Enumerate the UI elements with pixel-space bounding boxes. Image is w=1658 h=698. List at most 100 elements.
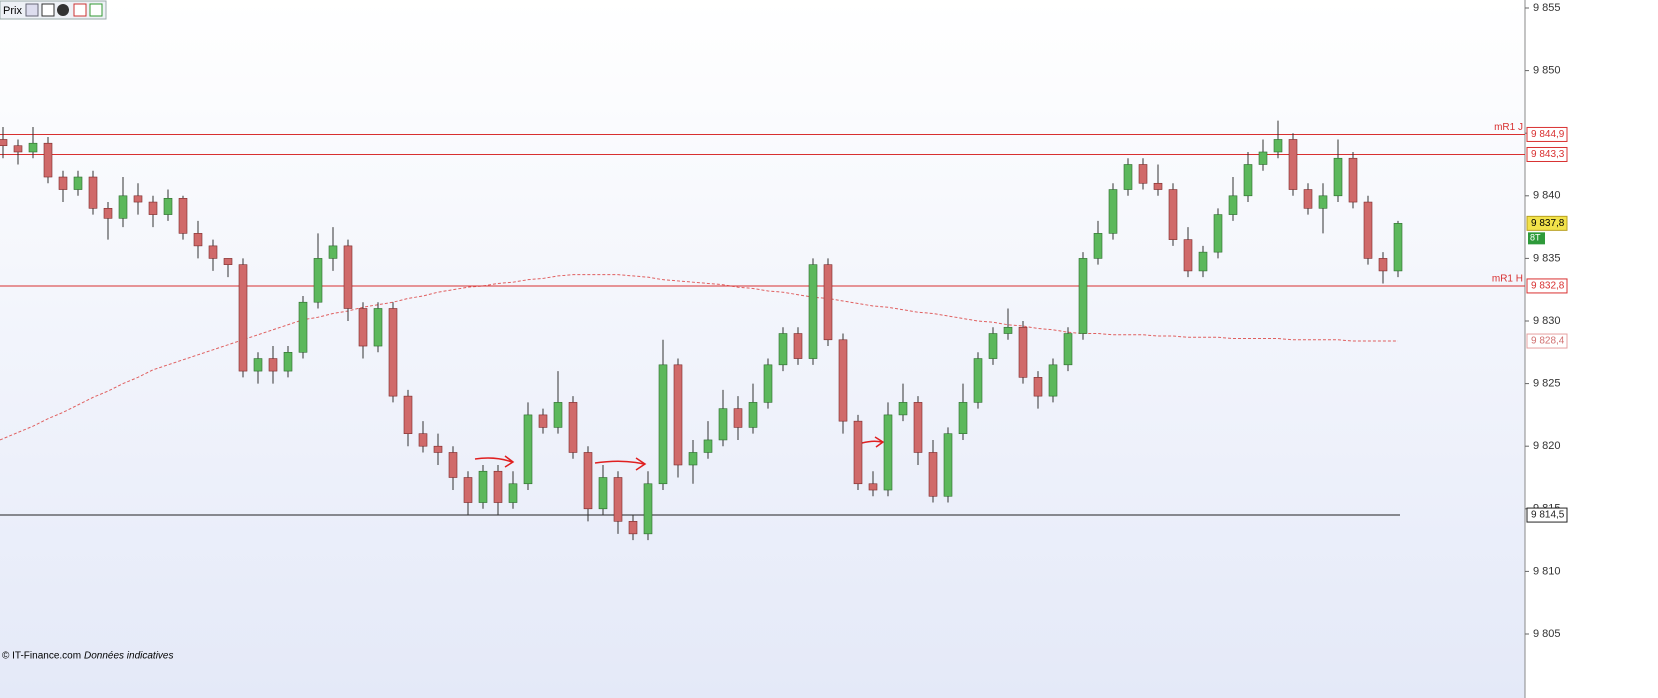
candle-down — [403, 395, 413, 434]
y-tick-label: 9 855 — [1533, 2, 1561, 14]
candle-down — [223, 258, 233, 265]
candle-down — [793, 333, 803, 359]
y-tick-label: 9 820 — [1533, 440, 1561, 452]
candle-up — [988, 333, 998, 359]
candle-up — [1393, 223, 1403, 272]
candle-up — [163, 198, 173, 215]
price-tag-label: 9 814,5 — [1531, 510, 1565, 521]
y-tick-label: 9 805 — [1533, 628, 1561, 640]
candle-up — [1243, 164, 1253, 197]
candle-up — [943, 433, 953, 497]
candle-up — [1213, 214, 1223, 253]
timeframe-tag — [1528, 232, 1545, 245]
candle-down — [913, 402, 923, 453]
candle-down — [0, 139, 8, 147]
candle-down — [928, 452, 938, 497]
price-tag — [1526, 333, 1568, 349]
candle-up — [883, 414, 893, 491]
arrow — [474, 455, 515, 468]
toolbar-title: Prix — [3, 5, 22, 17]
candle-up — [373, 308, 383, 347]
candle-up — [313, 258, 323, 303]
candle-up — [598, 477, 608, 510]
candle-down — [868, 483, 878, 491]
candle-up — [898, 402, 908, 416]
last-price-tag — [1526, 215, 1568, 231]
candle-up — [1333, 157, 1343, 197]
footer-note: Données indicatives — [84, 651, 174, 662]
candle-down — [43, 142, 53, 178]
candle-down — [208, 245, 218, 259]
candle-down — [133, 195, 143, 203]
candle-down — [148, 201, 158, 215]
level-name: mR1 J — [1494, 122, 1523, 133]
candle-down — [418, 433, 428, 447]
candle-up — [1273, 139, 1283, 153]
candle-down — [823, 264, 833, 341]
candle-down — [1378, 258, 1388, 272]
candle-down — [238, 264, 248, 372]
candle-down — [1153, 182, 1163, 190]
candle-down — [583, 452, 593, 510]
candle-down — [853, 420, 863, 485]
y-tick-label: 9 810 — [1533, 565, 1561, 577]
candle-down — [463, 477, 473, 503]
candle-up — [1063, 333, 1073, 366]
candle-up — [28, 142, 38, 153]
candle-up — [253, 358, 263, 372]
candle-down — [493, 470, 503, 503]
candle-down — [1183, 239, 1193, 272]
candle-up — [1198, 251, 1208, 272]
annotations — [474, 436, 885, 471]
candle-down — [1363, 201, 1373, 259]
candle-down — [568, 402, 578, 453]
footer-source: © IT-Finance.com — [2, 651, 81, 662]
candle-up — [523, 414, 533, 485]
candle-up — [643, 483, 653, 535]
icon[interactable] — [25, 3, 39, 17]
candle-down — [88, 176, 98, 209]
candle-up — [553, 402, 563, 428]
candle-down — [103, 208, 113, 219]
candle-up — [703, 439, 713, 453]
level-name: mR1 H — [1492, 274, 1523, 285]
candle-up — [328, 245, 338, 259]
icon[interactable] — [73, 3, 87, 17]
icon[interactable] — [89, 3, 103, 17]
candle-down — [358, 308, 368, 347]
candle-up — [1123, 164, 1133, 190]
candle-down — [1138, 164, 1148, 184]
candle-down — [388, 308, 398, 397]
axis-background — [1525, 0, 1658, 698]
price-tag — [1526, 126, 1568, 142]
candle-up — [748, 402, 758, 428]
candle-down — [448, 452, 458, 478]
y-tick-label: 9 840 — [1533, 190, 1561, 202]
candle-down — [433, 445, 443, 453]
price-tag-label: 9 832,8 — [1531, 281, 1565, 292]
candle-up — [298, 301, 308, 353]
candle-up — [778, 333, 788, 366]
y-tick-label: 9 825 — [1533, 378, 1561, 390]
candle-down — [1168, 189, 1178, 240]
plot-background — [0, 0, 1525, 698]
y-tick-label: 9 830 — [1533, 315, 1561, 327]
candle-up — [1093, 233, 1103, 259]
candle-up — [688, 452, 698, 466]
candle-up — [718, 408, 728, 441]
icon[interactable] — [41, 3, 55, 17]
y-tick-label: 9 850 — [1533, 65, 1561, 77]
candle-down — [838, 339, 848, 422]
candle-up — [1003, 326, 1013, 334]
price-tag-label: 9 843,3 — [1531, 149, 1565, 160]
candle-up — [763, 364, 773, 403]
candle-up — [118, 195, 128, 219]
price-tag-label: 9 828,4 — [1531, 336, 1565, 347]
candle-down — [1018, 326, 1028, 378]
candle-up — [658, 364, 668, 485]
candle-down — [1348, 157, 1358, 203]
candle-up — [283, 351, 293, 372]
candle-up — [478, 470, 488, 503]
icon[interactable] — [57, 4, 69, 16]
moving-average — [0, 274, 1398, 441]
